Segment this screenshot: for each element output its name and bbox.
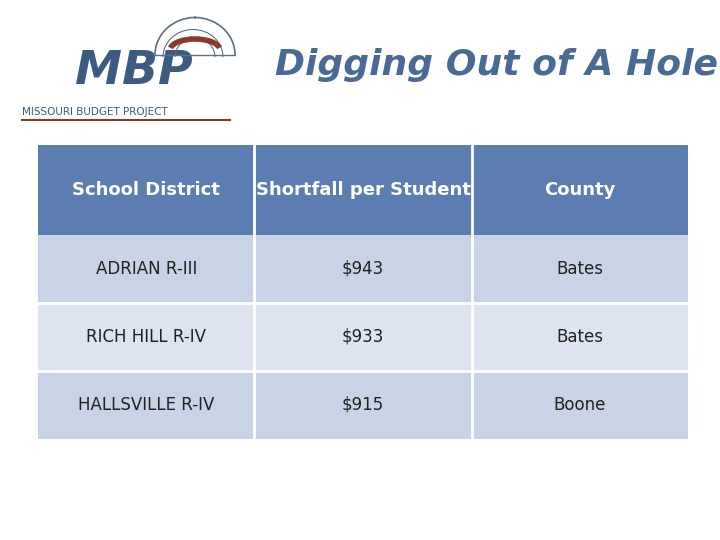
Bar — [38, 303, 254, 371]
Bar — [38, 145, 254, 235]
Text: Shortfall per Student: Shortfall per Student — [256, 181, 470, 199]
Text: Boone: Boone — [554, 396, 606, 414]
Text: RICH HILL R-IV: RICH HILL R-IV — [86, 328, 206, 346]
Text: $933: $933 — [342, 328, 384, 346]
Bar — [254, 145, 472, 235]
Bar — [38, 371, 254, 439]
Text: ADRIAN R-III: ADRIAN R-III — [96, 260, 197, 278]
Bar — [254, 371, 472, 439]
Text: Bates: Bates — [557, 260, 603, 278]
Text: MBP: MBP — [75, 50, 193, 94]
Bar — [472, 235, 688, 303]
Bar — [472, 145, 688, 235]
Bar — [38, 235, 254, 303]
Text: HALLSVILLE R-IV: HALLSVILLE R-IV — [78, 396, 215, 414]
Text: $943: $943 — [342, 260, 384, 278]
Text: $915: $915 — [342, 396, 384, 414]
Bar — [472, 303, 688, 371]
Text: MISSOURI BUDGET PROJECT: MISSOURI BUDGET PROJECT — [22, 107, 168, 117]
Bar — [472, 371, 688, 439]
Text: County: County — [544, 181, 616, 199]
Text: School District: School District — [72, 181, 220, 199]
Text: Digging Out of A Hole: Digging Out of A Hole — [275, 48, 719, 82]
Bar — [254, 303, 472, 371]
Bar — [254, 235, 472, 303]
Text: Bates: Bates — [557, 328, 603, 346]
